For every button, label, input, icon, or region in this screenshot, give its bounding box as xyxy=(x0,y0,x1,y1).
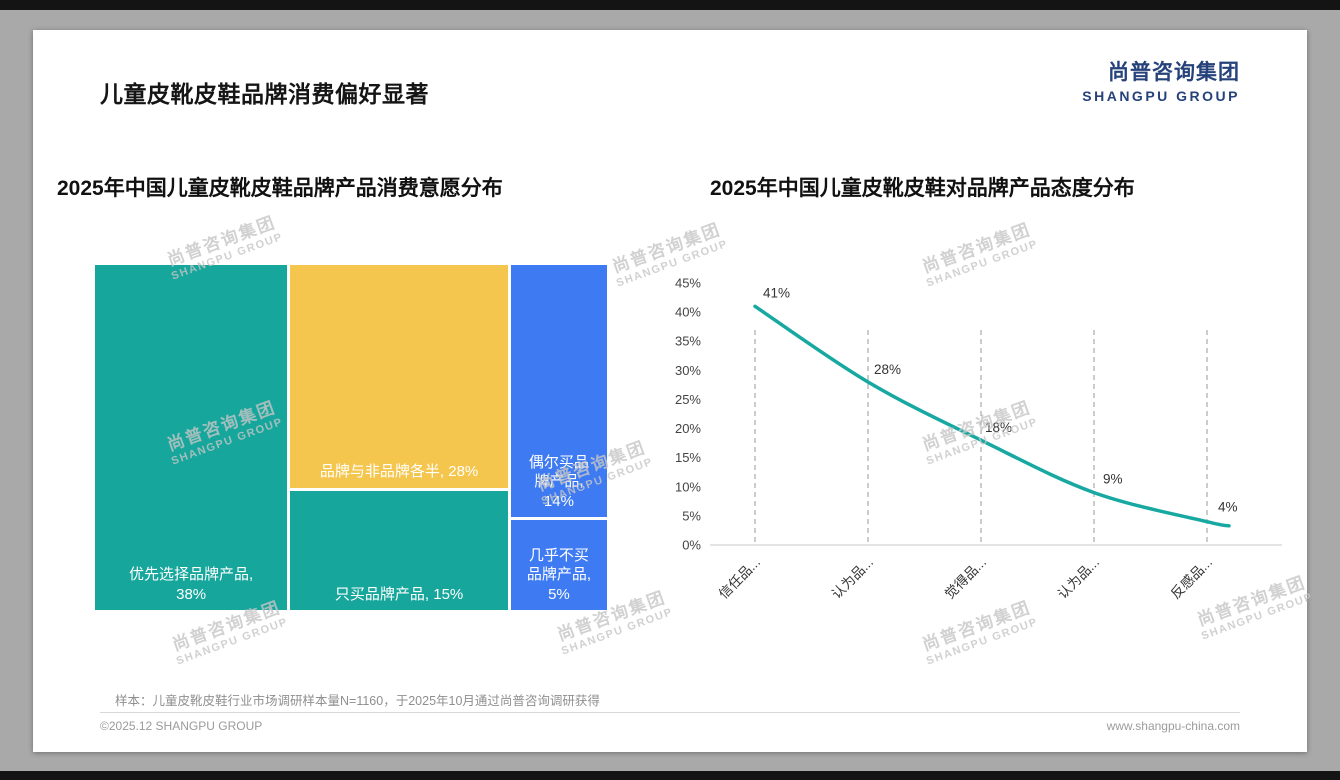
watermark-cn: 尚普咨询集团 xyxy=(164,212,279,270)
treemap-column: 偶尔买品牌产品, 14% 几乎不买品牌产品, 5% xyxy=(510,265,607,610)
x-axis-category-label: 认为品... xyxy=(1055,555,1102,602)
company-logo-cn: 尚普咨询集团 xyxy=(1108,61,1240,84)
x-axis-category-label: 信任品... xyxy=(716,555,763,602)
treemap-segment-only-brand: 只买品牌产品, 15% xyxy=(290,490,508,610)
treemap-column: 品牌与非品牌各半, 28% 只买品牌产品, 15% xyxy=(290,265,508,610)
y-axis-tick-label: 10% xyxy=(675,479,701,494)
y-axis-tick-label: 35% xyxy=(675,334,701,349)
y-axis-tick-label: 40% xyxy=(675,305,701,320)
trend-line xyxy=(753,304,1231,528)
footer-divider xyxy=(100,712,1240,713)
treemap-segment-label: 优先选择品牌产品, 38% xyxy=(129,566,254,603)
treemap-column: 优先选择品牌产品, 38% xyxy=(95,265,288,610)
line-chart: 45% 40% 35% 30% 25% 20% 15% 10% 5% 0% 信任品... 认为品...… xyxy=(675,276,1282,602)
y-axis-tick-label: 5% xyxy=(682,508,701,523)
page-title: 儿童皮靴皮鞋品牌消费偏好显著 xyxy=(100,81,429,107)
y-axis-tick-label: 0% xyxy=(682,538,701,553)
company-logo-en: SHANGPU GROUP xyxy=(1082,88,1240,104)
treemap-segment-almost-never-brand: 几乎不买品牌产品, 5% xyxy=(510,520,607,610)
sample-note: 样本：儿童皮靴皮鞋行业市场调研样本量N=1160，于2025年10月通过尚普咨询… xyxy=(115,694,600,708)
treemap-segment-half-brand: 品牌与非品牌各半, 28% xyxy=(290,265,508,488)
company-logo: 尚普咨询集团 SHANGPU GROUP xyxy=(1082,56,1240,104)
y-axis-tick-label: 45% xyxy=(675,276,701,291)
treemap-segment-label: 几乎不买品牌产品, 5% xyxy=(526,546,591,603)
y-axis-tick-label: 15% xyxy=(675,450,701,465)
data-point-label: 41% xyxy=(763,285,790,300)
x-axis-category-label: 觉得品... xyxy=(941,554,989,602)
treemap-segment-priority-brand: 优先选择品牌产品, 38% xyxy=(95,265,288,610)
footer-website: www.shangpu-china.com xyxy=(1106,719,1240,733)
data-point-label: 4% xyxy=(1218,500,1238,515)
bottom-border-bar xyxy=(0,771,1340,780)
footer-copyright: ©2025.12 SHANGPU GROUP xyxy=(100,719,263,733)
data-point-label: 9% xyxy=(1103,472,1123,487)
x-axis-category-label: 反感品... xyxy=(1167,554,1215,602)
slide: 儿童皮靴皮鞋品牌消费偏好显著 尚普咨询集团 SHANGPU GROUP 2025… xyxy=(33,30,1315,752)
treemap-segment-label: 偶尔买品牌产品, 14% xyxy=(528,453,589,510)
watermark-en: SHANGPU GROUP xyxy=(174,615,290,668)
left-chart-title: 2025年中国儿童皮靴皮鞋品牌产品消费意愿分布 xyxy=(57,177,503,200)
right-chart-title: 2025年中国儿童皮靴皮鞋对品牌产品态度分布 xyxy=(710,177,1135,200)
treemap-chart: 优先选择品牌产品, 38% 品牌与非品牌各半, 28% 只买品牌产品, 15% 偶尔买… xyxy=(95,265,607,610)
y-axis-tick-label: 30% xyxy=(675,363,701,378)
y-axis-tick-label: 20% xyxy=(675,421,701,436)
treemap-segment-label: 品牌与非品牌各半, 28% xyxy=(319,463,479,481)
data-point-label: 18% xyxy=(985,420,1012,435)
top-border-bar xyxy=(0,0,1340,10)
y-axis-tick-label: 25% xyxy=(675,392,701,407)
treemap-segment-occasional-brand: 偶尔买品牌产品, 14% xyxy=(510,265,607,517)
x-axis-category-label: 认为品... xyxy=(829,555,876,602)
treemap-segment-label: 只买品牌产品, 15% xyxy=(334,585,464,603)
data-point-label: 28% xyxy=(874,362,901,377)
